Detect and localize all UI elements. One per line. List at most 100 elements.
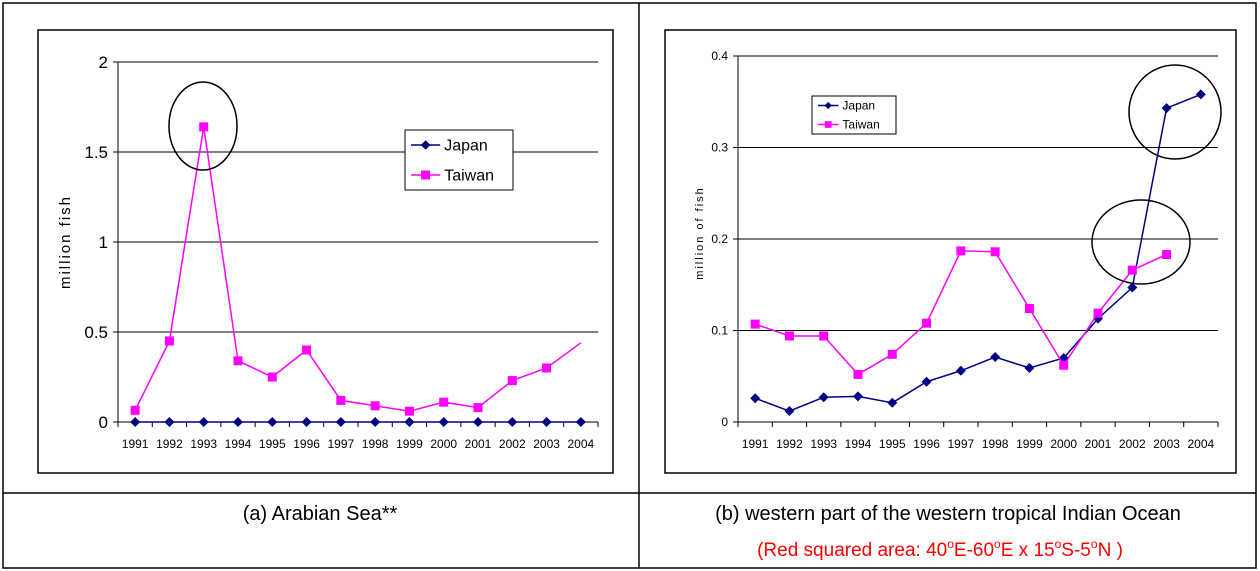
x-tick-label: 1991	[122, 437, 149, 451]
y-tick-label: 1	[99, 233, 108, 252]
data-point-taiwan	[439, 397, 449, 407]
legend-marker-taiwan	[421, 170, 431, 180]
data-point-taiwan	[542, 363, 552, 373]
legend-marker-japan	[824, 101, 832, 110]
data-point-japan	[853, 391, 863, 402]
data-point-japan	[955, 365, 966, 376]
x-tick-label: 1995	[879, 437, 906, 451]
data-point-taiwan	[1162, 250, 1172, 260]
data-point-taiwan	[473, 403, 483, 413]
data-point-taiwan	[302, 345, 312, 355]
highlight-ellipse	[168, 81, 238, 171]
chart-a-border	[37, 29, 614, 474]
data-point-japan	[541, 417, 552, 427]
x-tick-label: 1992	[776, 437, 803, 451]
chart-b-border	[664, 29, 1237, 474]
y-tick-label: 0.2	[711, 232, 728, 246]
data-point-taiwan	[750, 319, 760, 329]
data-point-japan	[1195, 89, 1206, 100]
data-point-taiwan	[1059, 360, 1069, 370]
data-point-japan	[507, 417, 518, 427]
y-tick-label: 1.5	[84, 143, 108, 162]
series-line-taiwan	[134, 126, 582, 412]
x-tick-label: 1991	[742, 437, 769, 451]
data-point-taiwan	[507, 376, 517, 386]
data-point-taiwan	[1127, 265, 1137, 275]
highlight-ellipse	[1091, 199, 1191, 285]
legend-marker-japan	[420, 140, 431, 150]
data-point-taiwan	[233, 356, 243, 366]
y-tick-label: 0.1	[711, 324, 728, 338]
y-tick-label: 2	[99, 53, 108, 72]
data-point-taiwan	[130, 405, 140, 415]
y-tick-label: 0.5	[84, 323, 108, 342]
legend-label-japan: Japan	[842, 99, 875, 113]
x-tick-label: 2003	[533, 437, 560, 451]
x-tick-label: 1996	[293, 437, 320, 451]
legend-label-taiwan: Taiwan	[444, 168, 494, 185]
data-point-japan	[267, 417, 278, 427]
data-point-taiwan	[336, 395, 346, 405]
data-point-japan	[887, 397, 898, 408]
y-axis-label: million fish	[57, 195, 74, 289]
caption-a: (a) Arabian Sea**	[243, 503, 398, 525]
data-point-japan	[1127, 282, 1138, 293]
data-point-taiwan	[199, 122, 209, 132]
x-tick-label: 2002	[1119, 437, 1146, 451]
data-point-japan	[818, 392, 829, 403]
data-point-japan	[335, 417, 346, 427]
data-point-taiwan	[784, 331, 794, 341]
data-point-taiwan	[922, 318, 932, 328]
data-point-japan	[198, 417, 209, 427]
y-tick-label: 0.3	[711, 141, 728, 155]
data-point-taiwan	[887, 349, 897, 359]
x-tick-label: 1998	[982, 437, 1009, 451]
x-tick-label: 1992	[156, 437, 183, 451]
data-point-japan	[164, 417, 175, 427]
highlight-ellipse	[1128, 64, 1222, 160]
data-point-japan	[404, 417, 415, 427]
legend-label-taiwan: Taiwan	[842, 118, 879, 132]
data-point-japan	[438, 417, 449, 427]
x-tick-label: 2002	[499, 437, 526, 451]
x-tick-label: 1996	[913, 437, 940, 451]
x-tick-label: 2004	[1188, 437, 1215, 451]
y-tick-label: 0	[99, 413, 108, 432]
data-point-taiwan	[370, 401, 380, 411]
y-tick-label: 0	[721, 415, 728, 429]
x-tick-label: 2003	[1153, 437, 1180, 451]
data-point-japan	[1161, 103, 1172, 114]
data-point-japan	[990, 352, 1001, 363]
data-point-japan	[1024, 363, 1035, 374]
data-point-japan	[301, 417, 312, 427]
caption-b-note: (Red squared area: 40oE-60oE x 15oS-5oN …	[757, 537, 1123, 561]
data-point-taiwan	[164, 336, 174, 346]
series-line-japan	[754, 93, 1202, 412]
data-point-taiwan	[853, 369, 863, 379]
x-tick-label: 1999	[1016, 437, 1043, 451]
data-point-japan	[473, 417, 483, 427]
x-tick-label: 2000	[430, 437, 457, 451]
data-point-japan	[575, 417, 586, 427]
data-point-taiwan	[404, 406, 414, 416]
legend-label-japan: Japan	[444, 138, 488, 155]
legend-marker-taiwan	[824, 121, 832, 128]
x-tick-label: 2001	[465, 437, 492, 451]
data-point-taiwan	[267, 372, 277, 382]
data-point-japan	[233, 417, 243, 427]
data-point-japan	[921, 376, 932, 387]
data-point-japan	[130, 417, 141, 427]
y-axis-label: million of fish	[694, 186, 706, 280]
chart-a: 0 0.5 1 1.5 2 1991 1992 1993 1994 1995 1996 1997 199…	[57, 53, 599, 451]
data-point-japan	[750, 393, 761, 404]
x-tick-label: 1999	[396, 437, 423, 451]
caption-b: (b) western part of the western tropical…	[715, 503, 1181, 525]
x-tick-label: 2000	[1050, 437, 1077, 451]
x-tick-label: 2004	[568, 437, 595, 451]
legend-box	[404, 129, 514, 191]
chart-b: 0 0.1 0.2 0.3 0.4 1991 1992 1993 1994 1995 1996 199…	[694, 49, 1222, 451]
x-tick-label: 1995	[259, 437, 286, 451]
x-tick-label: 1993	[810, 437, 837, 451]
